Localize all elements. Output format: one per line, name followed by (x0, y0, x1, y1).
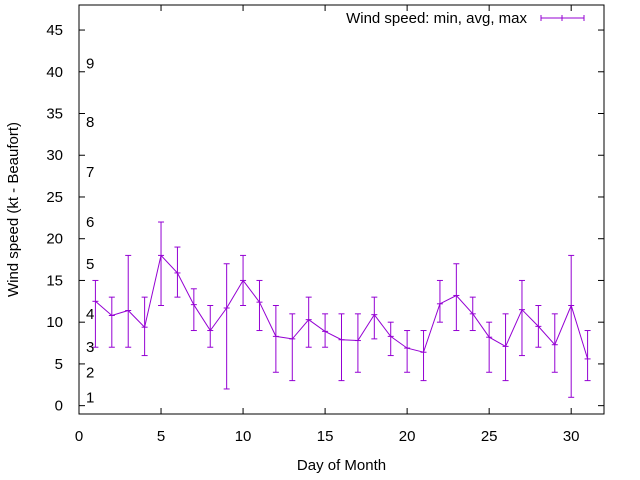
data-point (354, 313, 361, 373)
data-point (568, 254, 575, 398)
y-tick-label: 20 (46, 231, 63, 248)
beaufort-label: 6 (86, 214, 94, 231)
data-point (108, 296, 115, 348)
data-point (305, 296, 312, 348)
beaufort-label: 9 (86, 55, 94, 72)
beaufort-label: 3 (86, 339, 94, 356)
x-axis-ticks: 0 5 10 15 20 25 30 (75, 5, 580, 445)
beaufort-label: 1 (86, 389, 94, 406)
data-point (125, 254, 132, 348)
data-point (518, 279, 525, 357)
data-point (420, 330, 427, 382)
y-tick-label: 0 (55, 398, 63, 415)
data-point (92, 279, 99, 348)
data-point (289, 313, 296, 382)
x-tick-label: 10 (235, 428, 252, 445)
x-tick-label: 5 (157, 428, 165, 445)
data-point (322, 313, 329, 348)
data-point (174, 246, 181, 298)
y-tick-label: 10 (46, 314, 63, 331)
data-point (469, 296, 476, 332)
data-point (584, 330, 591, 382)
x-tick-label: 0 (75, 428, 83, 445)
data-point (387, 321, 394, 357)
x-tick-label: 20 (399, 428, 416, 445)
data-point (272, 304, 279, 373)
plot-marks (92, 221, 591, 398)
data-point (240, 254, 247, 306)
legend-series-label: Wind speed: min, avg, max (346, 10, 527, 27)
data-point (486, 321, 493, 373)
x-tick-label: 30 (563, 428, 580, 445)
beaufort-label: 2 (86, 364, 94, 381)
y-tick-label: 35 (46, 106, 63, 123)
y-axis-label: Wind speed (kt - Beaufort) (5, 122, 22, 297)
beaufort-label: 5 (86, 256, 94, 273)
y-tick-label: 25 (46, 189, 63, 206)
data-point (535, 304, 542, 348)
y-tick-label: 5 (55, 356, 63, 373)
data-point (502, 313, 509, 382)
x-axis-label: Day of Month (297, 457, 386, 474)
x-tick-label: 25 (481, 428, 498, 445)
data-point (207, 304, 214, 348)
beaufort-label: 7 (86, 164, 94, 181)
beaufort-scale-labels: 1 2 3 4 5 6 7 8 9 (86, 55, 94, 406)
data-point (256, 279, 263, 332)
data-point (453, 263, 460, 332)
beaufort-label: 4 (86, 306, 94, 323)
x-tick-label: 15 (317, 428, 334, 445)
y-tick-label: 15 (46, 272, 63, 289)
data-point (371, 296, 378, 340)
beaufort-label: 8 (86, 114, 94, 131)
legend: Wind speed: min, avg, max (346, 10, 585, 27)
y-tick-label: 45 (46, 22, 63, 39)
data-point (190, 288, 197, 332)
data-point (223, 263, 230, 390)
data-point (404, 330, 411, 373)
data-point (158, 221, 165, 306)
data-point (338, 313, 345, 382)
data-point (551, 313, 558, 373)
y-tick-label: 40 (46, 64, 63, 81)
plot-area-border (78, 4, 605, 415)
data-point (141, 296, 148, 357)
y-tick-label: 30 (46, 147, 63, 164)
data-point (436, 279, 443, 323)
